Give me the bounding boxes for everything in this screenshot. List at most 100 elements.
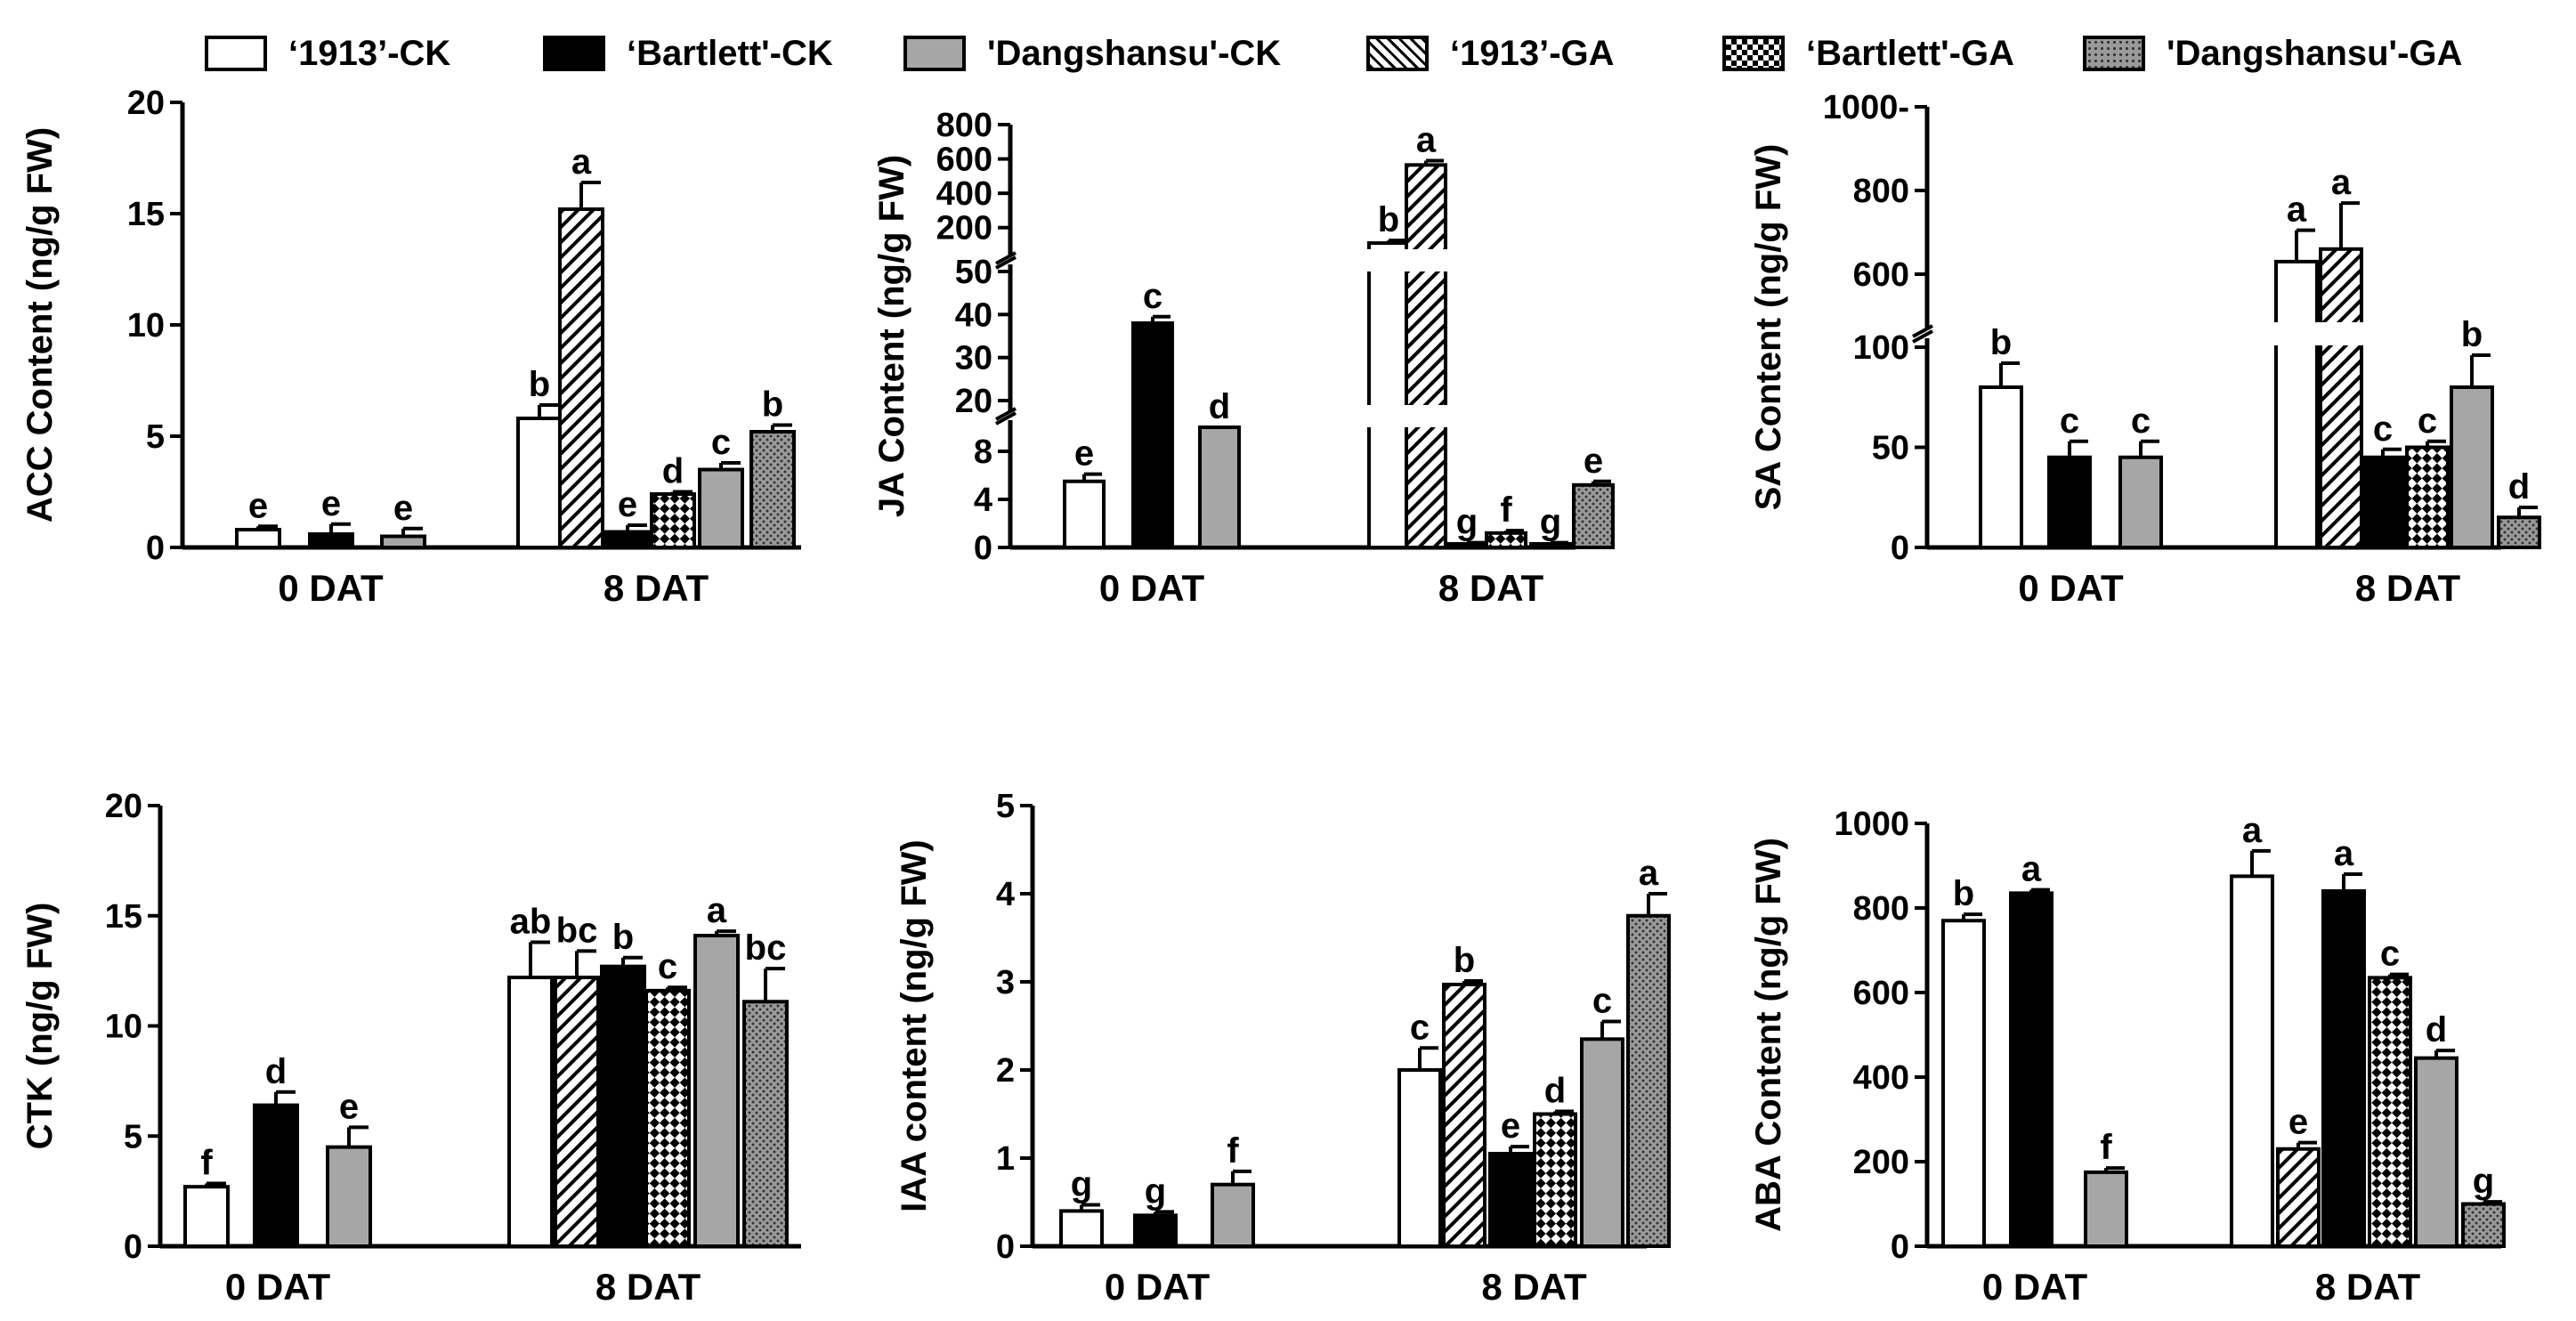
- y-tick-label: 50: [1872, 430, 1909, 467]
- significance-label: a: [1639, 854, 1659, 893]
- x-category-label: 0 DAT: [2018, 567, 2124, 609]
- bar-break-gap: [1353, 249, 1462, 271]
- significance-label: f: [1227, 1131, 1239, 1171]
- significance-label: c: [711, 423, 731, 462]
- x-category-label: 8 DAT: [595, 1266, 701, 1308]
- significance-label: bc: [745, 928, 787, 968]
- significance-label: c: [2373, 409, 2393, 449]
- bar: [183, 1185, 230, 1249]
- x-category-label: 0 DAT: [1099, 567, 1205, 609]
- significance-label: c: [2060, 401, 2079, 441]
- significance-label: c: [1410, 1008, 1430, 1047]
- bar: [1572, 482, 1615, 549]
- bar: [2361, 455, 2405, 549]
- axis-break-mark: [995, 411, 1017, 425]
- chart-panel-5: 0 1 2 3 4 5 IAA content (ng/g FW) 0 DAT 8 DAT g g f…: [895, 788, 1671, 1308]
- y-axis-label: SA Content (ng/g FW): [1749, 144, 1788, 511]
- significance-label: e: [339, 1087, 359, 1126]
- significance-label: d: [2426, 1010, 2447, 1050]
- bar-break-gap: [2261, 322, 2377, 345]
- bar: [558, 207, 604, 549]
- y-tick-label: 8: [974, 434, 992, 471]
- bar: [1626, 913, 1671, 1248]
- bar: [650, 492, 696, 549]
- legend-item-1913-ga: ‘1913’-GA: [1366, 18, 1615, 89]
- significance-label: e: [1074, 434, 1094, 474]
- significance-label: a: [2287, 190, 2307, 230]
- x-category-label: 0 DAT: [278, 567, 384, 609]
- significance-label: a: [2242, 811, 2263, 850]
- y-tick-label: 800: [1853, 173, 1909, 210]
- y-tick-label: 0: [146, 530, 165, 567]
- y-tick-label: 400: [936, 175, 992, 213]
- bar: [1580, 1037, 1624, 1248]
- chart-panel-1: 0 5 10 15 20 ACC Content (ng/g FW) 0 DAT 8 DAT e…: [20, 85, 801, 609]
- significance-label: b: [1953, 874, 1974, 913]
- bar: [698, 467, 744, 549]
- y-tick-label: 2: [996, 1052, 1015, 1090]
- significance-label: d: [1209, 387, 1230, 426]
- significance-label: e: [393, 489, 413, 528]
- y-tick-label: 40: [955, 296, 992, 334]
- bar: [2368, 976, 2412, 1248]
- y-tick-label: 4: [996, 876, 1015, 913]
- y-tick-label: 100: [1853, 329, 1909, 367]
- legend-swatch-bartlett-ga: [1722, 36, 1785, 71]
- bar: [604, 530, 651, 549]
- bar: [1211, 1182, 1255, 1248]
- axis-break-mark: [1912, 324, 1933, 338]
- significance-label: e: [2288, 1103, 2308, 1142]
- bar: [1485, 531, 1527, 549]
- axis-break-mark: [995, 255, 1017, 270]
- bar: [1533, 1112, 1577, 1248]
- significance-label: b: [1378, 200, 1399, 239]
- y-tick-label: 10: [127, 307, 165, 344]
- bar: [1063, 479, 1106, 549]
- x-category-label: 8 DAT: [2315, 1266, 2421, 1308]
- bar: [308, 532, 354, 549]
- bar: [1405, 163, 1447, 549]
- significance-label: c: [1143, 277, 1162, 316]
- significance-label: b: [2461, 315, 2483, 354]
- bar: [2276, 1147, 2321, 1248]
- bar: [2497, 515, 2541, 549]
- bar: [507, 976, 554, 1249]
- axis-break-mark: [995, 251, 1017, 265]
- bar: [742, 1000, 789, 1249]
- chart-panel-6: 0 200 400 600 800 1000 ABA Content (ng/g FW) 0 …: [1749, 806, 2506, 1308]
- y-tick-label: 600: [1853, 975, 1909, 1012]
- legend-item-1913-ck: ‘1913’-CK: [205, 18, 450, 89]
- y-tick-label: 200: [936, 210, 992, 247]
- y-tick-label: 20: [955, 383, 992, 420]
- bar: [1979, 385, 2023, 549]
- significance-label: c: [658, 947, 677, 986]
- y-tick-label: 600: [936, 142, 992, 179]
- bar: [1198, 425, 1241, 549]
- y-tick-label: 20: [127, 85, 165, 122]
- y-tick-label: 0: [1891, 1228, 1909, 1266]
- y-tick-label: 800: [936, 107, 992, 144]
- y-axis-label: ACC Content (ng/g FW): [20, 127, 60, 523]
- legend-item-bartlett-ck: ‘Bartlett'-CK: [543, 18, 833, 89]
- significance-label: b: [1990, 323, 2012, 362]
- y-tick-label: 15: [105, 898, 142, 936]
- significance-label: a: [2331, 163, 2352, 202]
- legend-label: 'Dangshansu'-GA: [2167, 33, 2463, 73]
- bar: [326, 1145, 372, 1248]
- y-tick-label: 15: [127, 196, 165, 233]
- significance-label: f: [1500, 490, 1512, 530]
- x-category-label: 0 DAT: [1982, 1266, 2088, 1308]
- bar: [1397, 1068, 1442, 1248]
- significance-label: a: [1416, 121, 1437, 160]
- significance-label: g: [1071, 1164, 1092, 1203]
- significance-label: e: [1501, 1106, 1520, 1146]
- x-category-label: 0 DAT: [1105, 1266, 1211, 1308]
- bar: [2450, 385, 2494, 549]
- x-category-label: 0 DAT: [225, 1266, 331, 1308]
- bar: [2319, 247, 2363, 549]
- y-tick-label: 30: [955, 340, 992, 377]
- bar: [1941, 919, 1986, 1248]
- legend-item-dangshansu-ga: 'Dangshansu'-GA: [2083, 18, 2462, 89]
- y-tick-label: 0: [1891, 530, 1909, 567]
